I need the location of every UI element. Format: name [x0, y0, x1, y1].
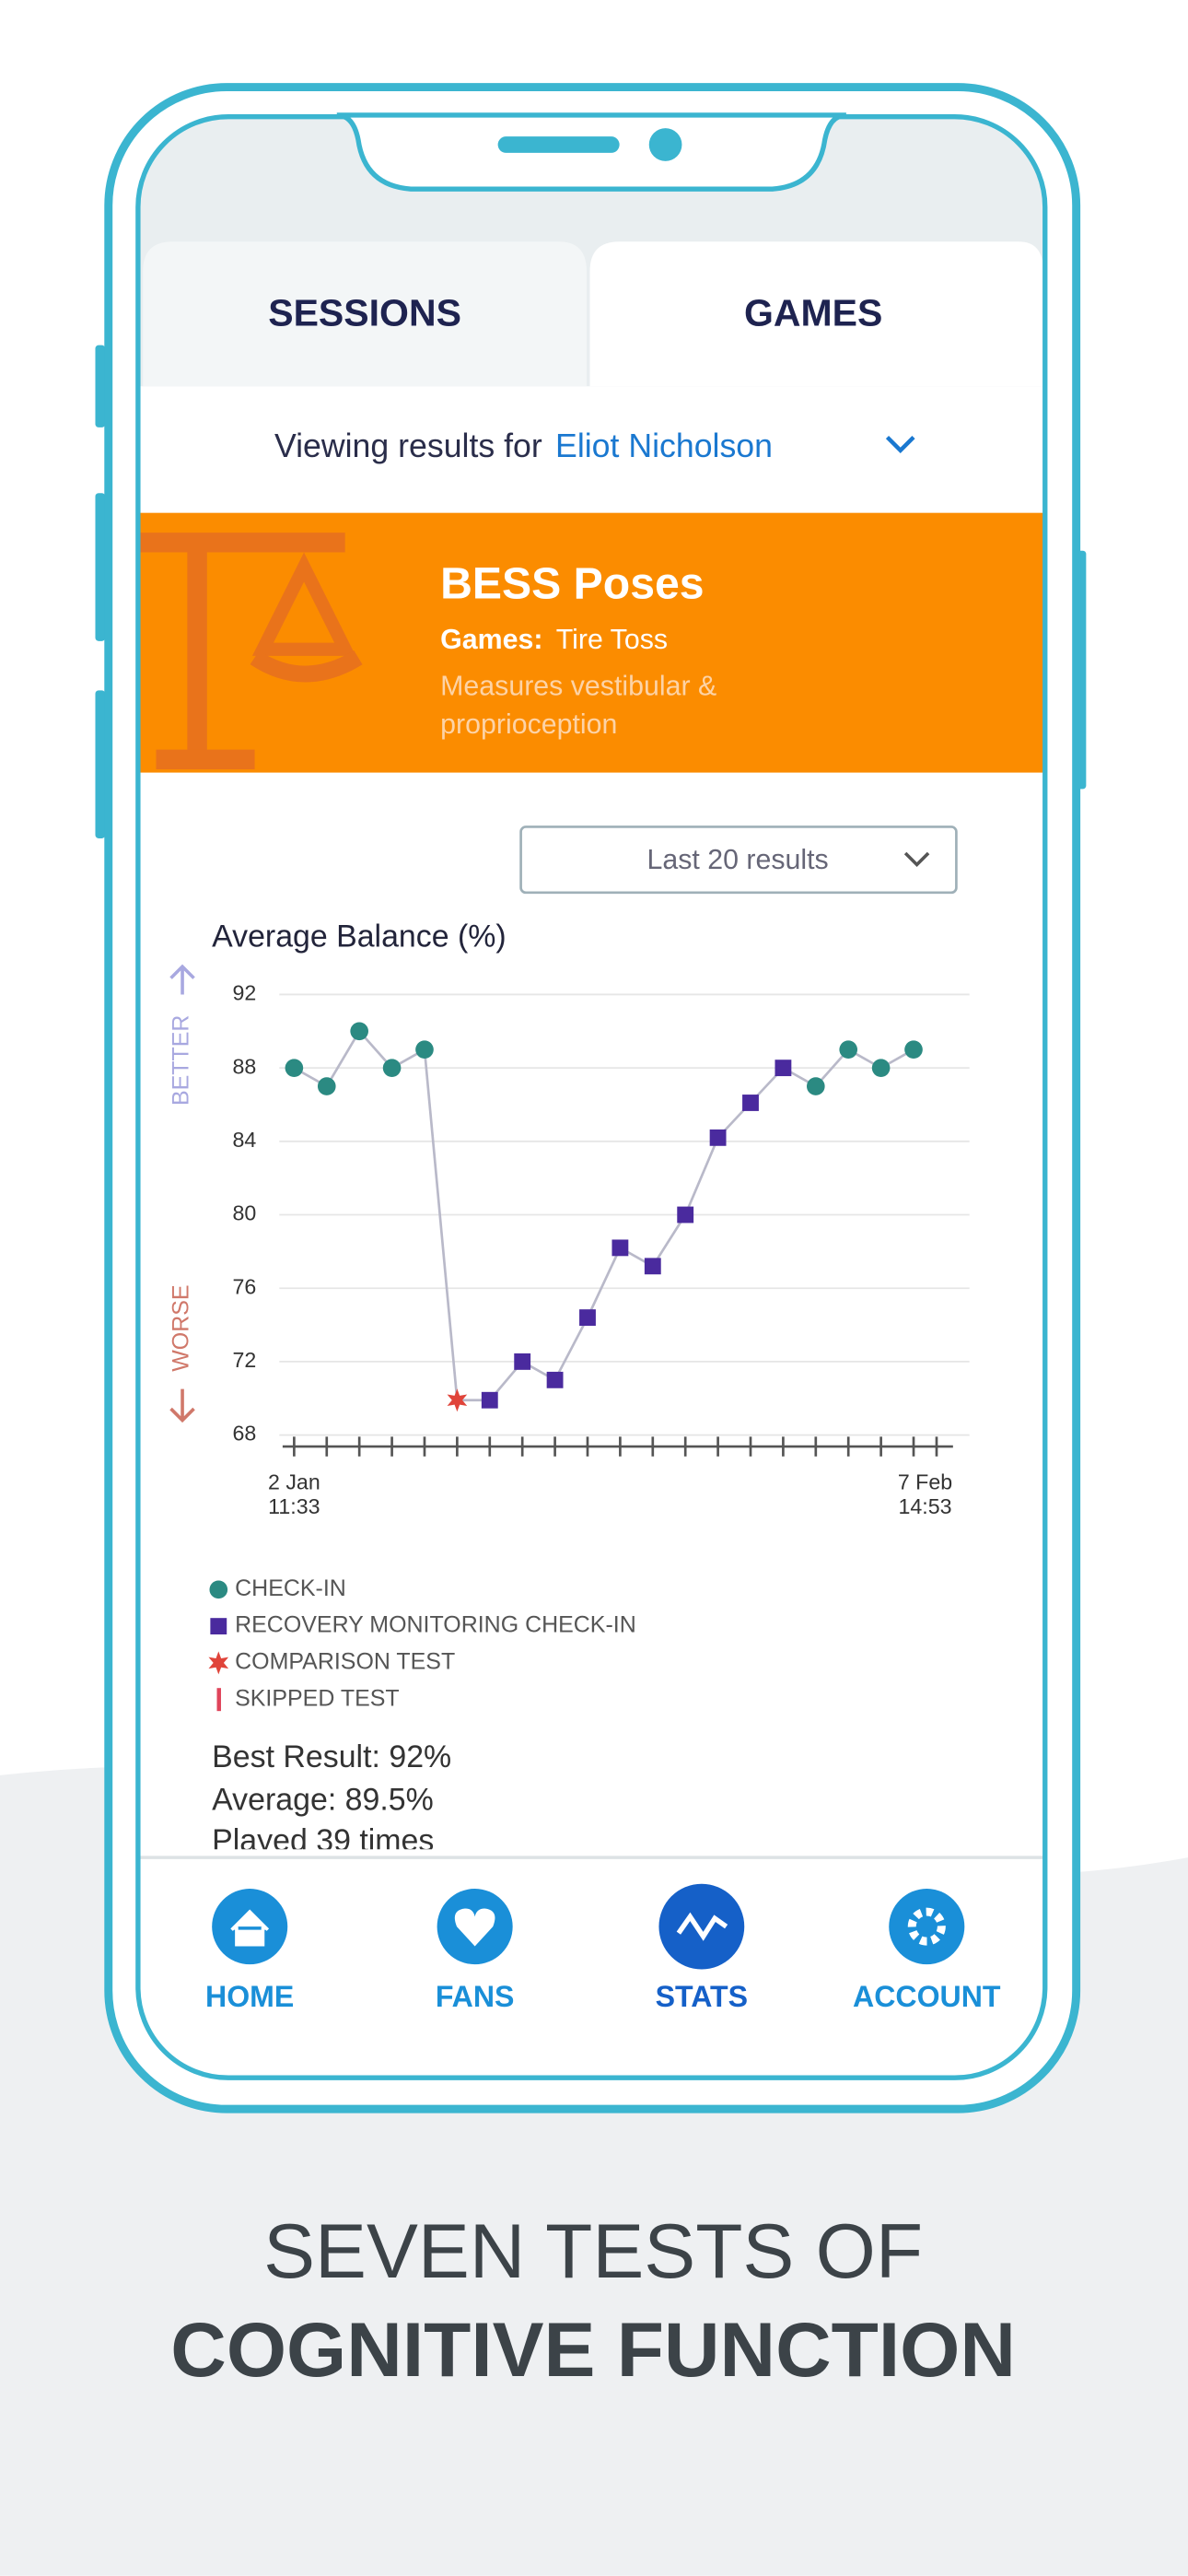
nav-label[interactable]: STATS	[656, 1980, 748, 2013]
y-tick-label: 76	[233, 1274, 257, 1298]
games-label: Games:	[440, 625, 542, 655]
filter-label[interactable]: Last 20 results	[646, 845, 828, 875]
card-title: BESS Poses	[440, 559, 704, 609]
point	[350, 1022, 368, 1041]
point	[447, 1388, 468, 1412]
stats-icon	[676, 1912, 728, 1941]
y-tick-label: 68	[233, 1422, 257, 1446]
better-arrow	[169, 964, 195, 995]
tab[interactable]	[589, 241, 1043, 387]
better-label: BETTER	[169, 1015, 194, 1107]
point	[806, 1077, 825, 1095]
card-games: Games: Tire Toss	[440, 625, 668, 655]
y-tick-label: 92	[233, 981, 257, 1005]
nav-label[interactable]: ACCOUNT	[853, 1980, 1001, 2013]
legend-label: COMPARISON TEST	[235, 1648, 455, 1674]
chevron[interactable]	[885, 436, 915, 454]
camera	[648, 128, 682, 161]
nav-label[interactable]: FANS	[436, 1980, 515, 2013]
worse-label: WORSE	[169, 1284, 194, 1371]
stat: Average: 89.5%	[212, 1782, 434, 1818]
y-tick-label: 84	[233, 1128, 257, 1152]
point	[611, 1239, 629, 1257]
games-value: Tire Toss	[556, 625, 668, 655]
point	[546, 1371, 564, 1388]
filter-dropdown[interactable]	[519, 825, 958, 895]
gear-icon	[907, 1907, 946, 1946]
stat: Played 39 times	[212, 1824, 435, 1859]
nav-icon[interactable]	[658, 1883, 745, 1970]
nav-icon[interactable]	[889, 1889, 965, 1965]
side-button	[95, 493, 106, 641]
chevron	[903, 851, 930, 868]
point	[415, 1040, 434, 1060]
chart-title: Average Balance (%)	[212, 919, 506, 954]
scale-icon	[139, 533, 363, 770]
speaker	[497, 136, 620, 153]
point	[209, 1580, 228, 1599]
card-description: Measures vestibular & proprioception	[440, 670, 717, 740]
legend-label: CHECK-IN	[235, 1575, 346, 1601]
tagline: SEVEN TESTS OF	[263, 2207, 923, 2294]
point	[579, 1309, 596, 1327]
heart-icon	[454, 1908, 495, 1947]
point	[839, 1040, 858, 1060]
point	[208, 1651, 229, 1675]
point	[514, 1352, 531, 1370]
side-button	[95, 690, 106, 838]
y-tick-label: 72	[233, 1348, 257, 1372]
x-tick-label: 2 Jan 11:33	[267, 1469, 320, 1519]
nav-bar	[139, 1857, 1043, 2077]
point	[317, 1077, 336, 1095]
viewing-label: Viewing results for	[274, 428, 542, 465]
point	[709, 1129, 727, 1146]
point	[285, 1059, 304, 1077]
y-tick-label: 80	[233, 1201, 257, 1225]
point	[904, 1040, 923, 1060]
stat: Best Result: 92%	[212, 1740, 452, 1775]
x-tick-label: 7 Feb 14:53	[897, 1469, 953, 1519]
y-tick-label: 88	[233, 1054, 257, 1078]
tagline: COGNITIVE FUNCTION	[170, 2306, 1016, 2393]
tab[interactable]	[143, 241, 587, 387]
home-icon	[230, 1909, 270, 1947]
tab-label[interactable]: SESSIONS	[268, 291, 461, 334]
legend-label: RECOVERY MONITORING CHECK-IN	[235, 1612, 636, 1638]
point	[742, 1095, 759, 1111]
worse-arrow	[169, 1388, 195, 1423]
point	[644, 1258, 661, 1275]
point	[677, 1206, 694, 1224]
point	[382, 1059, 402, 1077]
viewing-name[interactable]: Eliot Nicholson	[555, 428, 773, 465]
side-button	[95, 345, 106, 427]
point	[775, 1060, 792, 1077]
nav-label[interactable]: HOME	[205, 1980, 294, 2013]
tab-label[interactable]: GAMES	[744, 291, 882, 334]
point	[871, 1059, 891, 1077]
viewing: Viewing results for Eliot Nicholson	[274, 428, 773, 465]
point	[210, 1618, 227, 1635]
legend-label: SKIPPED TEST	[235, 1685, 400, 1711]
point	[216, 1688, 221, 1712]
point	[481, 1391, 498, 1409]
